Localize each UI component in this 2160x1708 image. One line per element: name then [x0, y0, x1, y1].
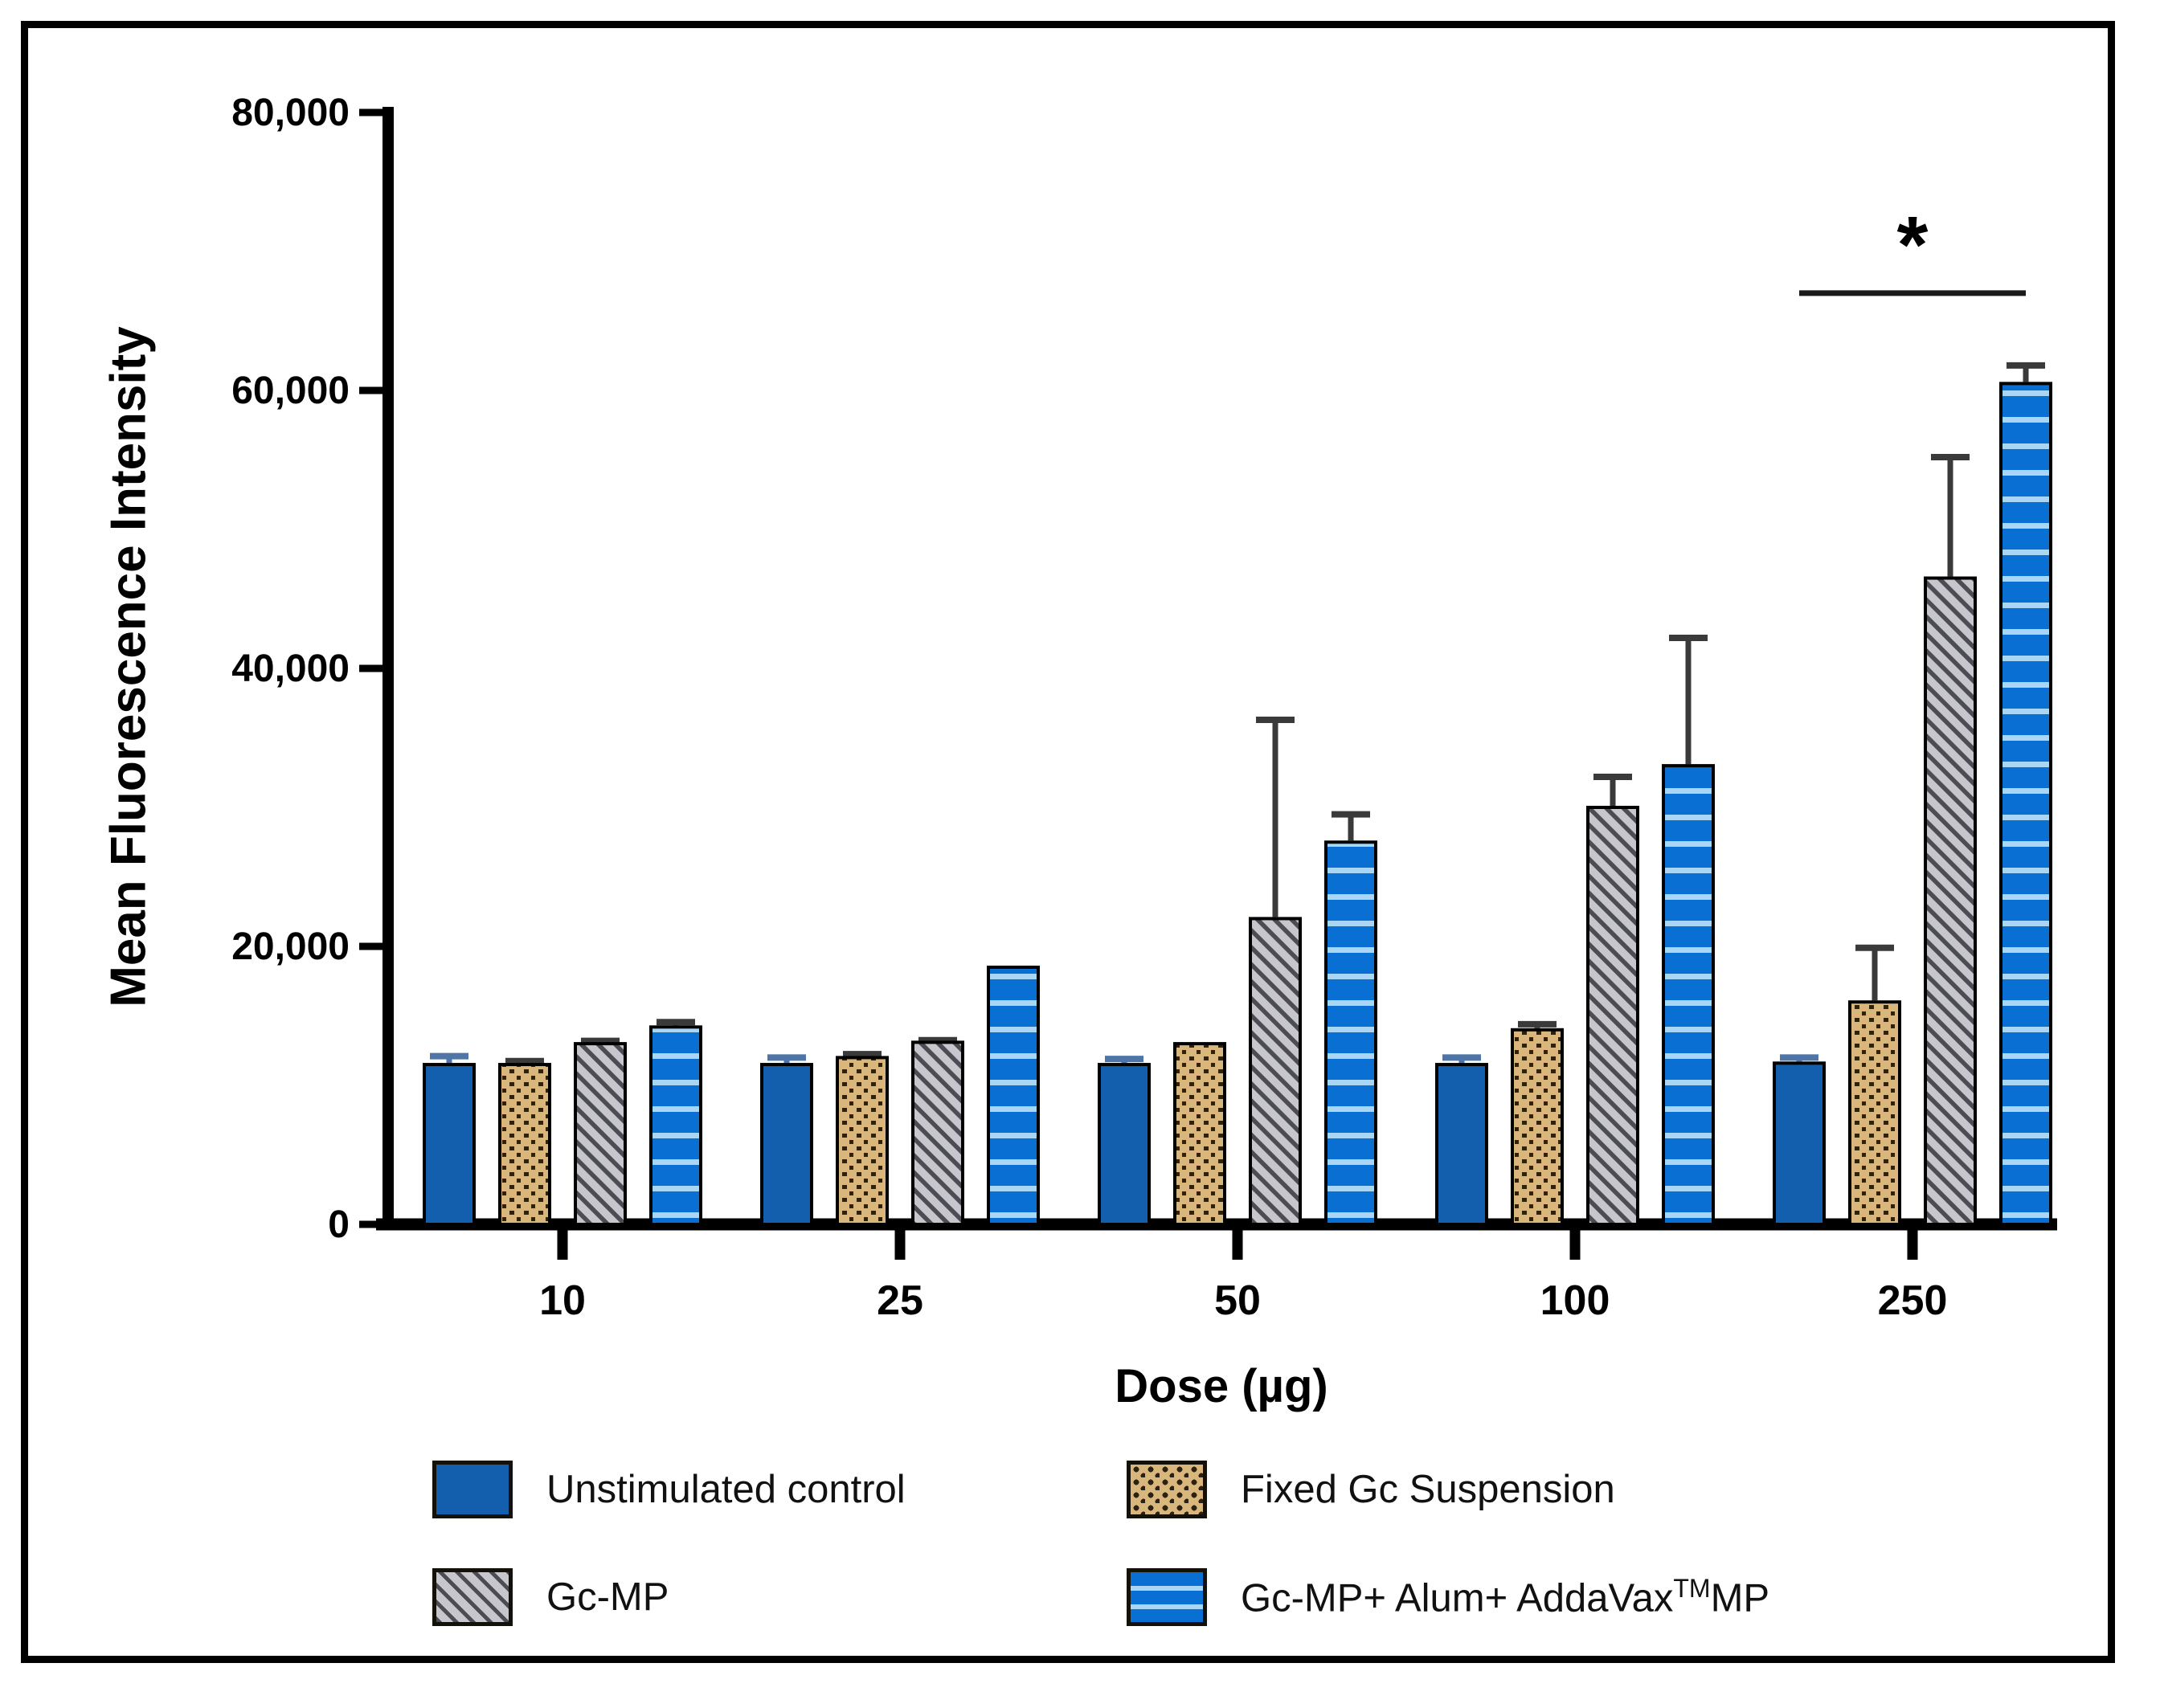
legend-swatch-solid-blue	[432, 1461, 513, 1518]
legend-label: Gc-MP	[546, 1575, 669, 1619]
x-axis-title: Dose (µg)	[1115, 1360, 1328, 1412]
bar-diagonal	[911, 1040, 964, 1226]
bar-dots	[1173, 1042, 1226, 1226]
bar-dots	[498, 1063, 551, 1227]
bar-hstripes	[1999, 382, 2052, 1227]
y-tick-label: 40,000	[231, 648, 350, 690]
bar-diagonal	[1924, 576, 1977, 1226]
y-tick-label: 60,000	[231, 370, 350, 412]
legend-item-unstimulated-control: Unstimulated control	[432, 1461, 906, 1518]
legend-label: Gc-MP+ Alum+ AddaVaxTMMP	[1241, 1573, 1770, 1620]
bar-dots	[836, 1056, 889, 1227]
bar-solid	[1773, 1061, 1826, 1226]
bar-dots	[1848, 1000, 1901, 1226]
x-tick-label: 100	[1540, 1277, 1610, 1324]
bar-hstripes	[1662, 764, 1715, 1226]
bar-diagonal	[1249, 917, 1302, 1227]
y-tick-label: 0	[328, 1203, 350, 1246]
bar-hstripes	[649, 1025, 702, 1226]
legend-swatch-tan-dots	[1127, 1461, 1207, 1518]
bar-solid	[1098, 1063, 1151, 1227]
bar-solid	[760, 1063, 813, 1227]
bar-hstripes	[1324, 840, 1377, 1226]
bar-dots	[1511, 1028, 1564, 1227]
x-tick-label: 50	[1214, 1277, 1261, 1324]
y-axis-title: Mean Fluorescence Intensity	[100, 326, 157, 1007]
legend-item-gc-mp-alum-addavax: Gc-MP+ Alum+ AddaVaxTMMP	[1127, 1568, 1769, 1626]
bar-solid	[423, 1063, 476, 1227]
significance-asterisk: *	[1897, 200, 1929, 290]
bar-hstripes	[987, 965, 1040, 1226]
bar-solid	[1435, 1063, 1488, 1227]
legend-item-fixed-gc-suspension: Fixed Gc Suspension	[1127, 1461, 1615, 1518]
figure-border	[21, 21, 2115, 1663]
x-tick-label: 10	[539, 1277, 586, 1324]
legend-swatch-gray-diagonal	[432, 1568, 513, 1626]
x-tick-label: 250	[1878, 1277, 1948, 1324]
legend-label: Fixed Gc Suspension	[1241, 1468, 1615, 1511]
legend-label: Unstimulated control	[546, 1468, 906, 1511]
y-tick-label: 80,000	[231, 92, 350, 134]
y-tick-label: 20,000	[231, 926, 350, 968]
x-tick-label: 25	[877, 1277, 923, 1324]
bar-diagonal	[574, 1042, 627, 1226]
legend-swatch-blue-hstripes	[1127, 1568, 1207, 1626]
legend-item-gc-mp: Gc-MP	[432, 1568, 669, 1626]
bar-diagonal	[1586, 806, 1639, 1226]
